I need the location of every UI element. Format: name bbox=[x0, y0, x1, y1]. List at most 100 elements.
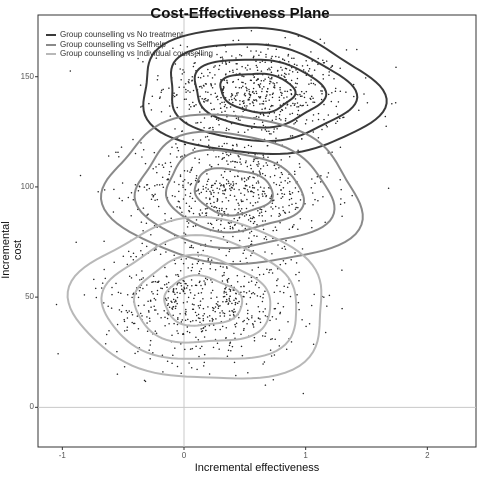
scatter-point bbox=[328, 294, 331, 297]
scatter-point bbox=[197, 305, 200, 307]
scatter-point bbox=[234, 311, 236, 313]
scatter-point bbox=[167, 302, 170, 305]
scatter-point bbox=[286, 90, 289, 93]
scatter-point bbox=[249, 93, 251, 96]
scatter-point bbox=[239, 161, 241, 163]
scatter-point bbox=[272, 92, 274, 94]
scatter-point bbox=[175, 288, 178, 290]
scatter-point bbox=[143, 304, 145, 306]
scatter-point bbox=[165, 283, 168, 285]
scatter-point bbox=[207, 75, 209, 77]
scatter-point bbox=[200, 85, 202, 88]
scatter-point bbox=[259, 171, 261, 174]
scatter-point bbox=[292, 102, 294, 105]
scatter-point bbox=[301, 248, 304, 250]
scatter-point bbox=[229, 314, 231, 316]
scatter-point bbox=[173, 181, 176, 183]
scatter-point bbox=[232, 181, 234, 183]
scatter-point bbox=[95, 296, 98, 299]
scatter-point bbox=[223, 271, 225, 274]
scatter-point bbox=[215, 156, 217, 158]
scatter-point bbox=[153, 297, 156, 300]
scatter-point bbox=[192, 225, 195, 228]
scatter-point bbox=[281, 92, 283, 95]
scatter-point bbox=[131, 296, 133, 299]
scatter-point bbox=[271, 337, 273, 340]
scatter-point bbox=[271, 316, 274, 318]
scatter-point bbox=[212, 309, 214, 312]
scatter-point bbox=[240, 192, 242, 194]
scatter-point bbox=[198, 307, 201, 309]
scatter-point bbox=[174, 347, 176, 349]
scatter-point bbox=[268, 271, 270, 274]
scatter-point bbox=[137, 190, 140, 192]
scatter-point bbox=[155, 248, 157, 251]
scatter-point bbox=[293, 240, 296, 242]
scatter-point bbox=[202, 298, 204, 300]
scatter-point bbox=[281, 69, 283, 71]
chart-title: Cost-Effectiveness Plane bbox=[150, 5, 330, 22]
scatter-point bbox=[226, 355, 229, 357]
scatter-point bbox=[229, 295, 231, 298]
scatter-point bbox=[287, 55, 289, 57]
scatter-point bbox=[260, 208, 263, 211]
scatter-point bbox=[228, 250, 230, 253]
scatter-point bbox=[288, 190, 291, 193]
scatter-point bbox=[221, 215, 223, 217]
scatter-point bbox=[312, 203, 314, 206]
scatter-point bbox=[286, 182, 289, 184]
scatter-point bbox=[211, 317, 213, 320]
scatter-point bbox=[266, 94, 268, 96]
scatter-point bbox=[236, 274, 239, 277]
scatter-point bbox=[130, 192, 133, 194]
scatter-point bbox=[189, 195, 191, 198]
scatter-point bbox=[258, 212, 261, 214]
scatter-point bbox=[252, 324, 255, 326]
scatter-point bbox=[242, 81, 244, 84]
scatter-point bbox=[240, 333, 242, 335]
scatter-point bbox=[174, 293, 176, 295]
scatter-point bbox=[238, 87, 241, 89]
scatter-point bbox=[243, 215, 246, 217]
scatter-point bbox=[146, 214, 148, 216]
scatter-point bbox=[258, 273, 261, 276]
scatter-point bbox=[278, 207, 280, 209]
scatter-point bbox=[192, 89, 195, 92]
scatter-point bbox=[210, 192, 212, 194]
scatter-point bbox=[134, 352, 136, 355]
scatter-point bbox=[253, 92, 255, 95]
scatter-point bbox=[55, 303, 58, 306]
scatter-point bbox=[189, 292, 192, 294]
scatter-point bbox=[183, 232, 185, 234]
scatter-point bbox=[111, 286, 113, 289]
scatter-point bbox=[247, 129, 249, 131]
scatter-point bbox=[183, 286, 185, 288]
scatter-point bbox=[327, 114, 330, 116]
scatter-point bbox=[255, 115, 258, 118]
scatter-point bbox=[209, 222, 212, 225]
scatter-point bbox=[206, 278, 209, 281]
scatter-point bbox=[301, 137, 303, 140]
scatter-point bbox=[227, 154, 230, 157]
scatter-point bbox=[183, 154, 186, 156]
scatter-point bbox=[279, 104, 282, 106]
scatter-point bbox=[143, 379, 146, 382]
scatter-point bbox=[222, 184, 224, 187]
scatter-point bbox=[190, 182, 193, 185]
scatter-point bbox=[240, 345, 243, 348]
scatter-point bbox=[142, 149, 145, 151]
scatter-point bbox=[322, 78, 325, 80]
scatter-point bbox=[184, 82, 187, 85]
scatter-point bbox=[198, 192, 201, 195]
scatter-point bbox=[240, 208, 243, 210]
scatter-point bbox=[238, 216, 241, 219]
scatter-point bbox=[162, 88, 164, 91]
scatter-point bbox=[205, 99, 207, 102]
scatter-point bbox=[295, 202, 297, 205]
scatter-point bbox=[197, 189, 199, 192]
scatter-point bbox=[242, 110, 244, 113]
scatter-point bbox=[288, 155, 291, 158]
scatter-point bbox=[291, 226, 294, 229]
scatter-point bbox=[252, 326, 255, 328]
scatter-point bbox=[188, 331, 191, 334]
